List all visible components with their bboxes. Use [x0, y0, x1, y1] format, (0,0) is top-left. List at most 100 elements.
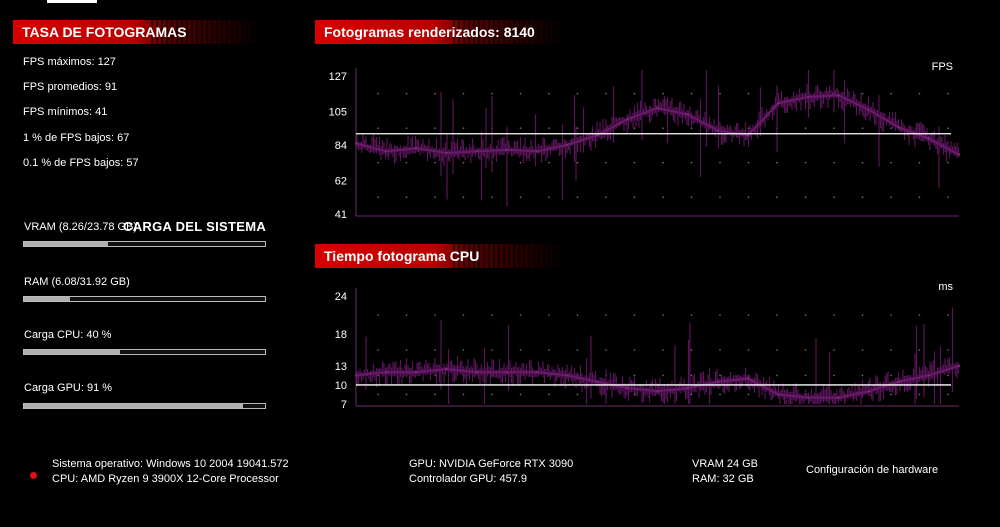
cpu-grid-dot	[576, 314, 579, 316]
hardware-config-button[interactable]: Configuración de hardware	[806, 464, 939, 476]
fps-ytick-label: 105	[329, 106, 347, 118]
fps-grid-dot	[548, 161, 550, 164]
cpu-load-bar	[23, 349, 266, 355]
fps-grid-dot	[633, 92, 636, 95]
vram-info: VRAM 24 GB	[692, 458, 759, 470]
fps-grid-dot	[434, 161, 436, 164]
fps-ytick-label: 84	[335, 140, 347, 152]
cpu-series-noise	[356, 307, 960, 404]
cpu-grid-dot	[861, 314, 864, 316]
fps-grid-dot	[491, 92, 493, 95]
fps-grid-dot	[776, 196, 778, 198]
cpu-grid-dot	[890, 349, 892, 351]
cpu-series-point	[746, 377, 750, 380]
fps-grid-dot	[947, 92, 949, 95]
fps-grid-dot	[576, 92, 579, 95]
fps-grid-dot	[947, 161, 949, 164]
fps-grid-dot	[605, 161, 607, 164]
vram-bar	[23, 241, 266, 247]
fps-series-point	[867, 108, 870, 111]
fps-grid-dot	[804, 127, 807, 129]
fps-grid-dot	[747, 127, 750, 129]
cpu-series-point	[837, 396, 840, 399]
fps-series-point	[656, 106, 659, 110]
fps-grid-dot	[719, 161, 721, 164]
fps-grid-dot	[662, 196, 664, 198]
cpu-grid-dot	[690, 374, 693, 377]
fps-grid-dot	[405, 161, 408, 164]
fps-grid-dot	[405, 196, 408, 198]
cpu-grid-dot	[548, 314, 550, 316]
fps-grid-dot	[405, 127, 408, 129]
fps-grid-dot	[776, 161, 778, 164]
cpu-grid-dot	[776, 349, 778, 351]
cpu-series-point	[384, 371, 388, 374]
cpu-grid-dot	[719, 314, 721, 316]
cpu-load-bar-fill	[24, 350, 121, 354]
fps-series-point	[686, 113, 689, 116]
fps-series-point	[505, 148, 508, 152]
cpu-grid-dot	[662, 349, 664, 351]
cpu-grid-dot	[776, 314, 778, 316]
cpu-series-point	[505, 371, 508, 374]
cpu-series-point	[354, 374, 358, 377]
fps-grid-dot	[576, 196, 579, 198]
cpu-grid-dot	[776, 374, 778, 377]
cpu-grid-dot	[519, 393, 522, 396]
cpu-grid-dot	[605, 314, 607, 316]
cpu-grid-dot	[519, 349, 522, 351]
cpu-series-point	[927, 374, 931, 377]
ram-info: RAM: 32 GB	[692, 473, 754, 485]
fps-grid-dot	[747, 196, 750, 198]
fps-series-point	[897, 126, 900, 129]
fps-grid-dot	[833, 196, 835, 198]
fps-grid-dot	[519, 161, 522, 164]
fps-grid-dot	[662, 161, 664, 164]
fps-grid-dot	[462, 127, 465, 129]
fps-grid-dot	[747, 161, 750, 164]
fps-grid-dot	[890, 196, 892, 198]
fps-series-point	[384, 150, 388, 153]
fps-grid-dot	[576, 127, 579, 129]
cpu-grid-dot	[947, 374, 949, 377]
cpu-grid-dot	[633, 374, 636, 377]
fps-grid-dot	[804, 161, 807, 164]
system-load-title: CARGA DEL SISTEMA	[123, 219, 267, 234]
cpu-series-point	[475, 371, 478, 374]
fps-grid-dot	[861, 127, 864, 129]
cpu-grid-dot	[890, 374, 892, 377]
fps-grid-dot	[633, 127, 636, 129]
gpu-load-label: Carga GPU: 91 %	[24, 382, 113, 394]
fps-grid-dot	[605, 196, 607, 198]
fps-series-point	[626, 118, 629, 121]
cpu-ytick-label: 7	[341, 399, 347, 411]
fps-chart-header: Fotogramas renderizados: 8140	[315, 20, 565, 44]
fps-grid-dot	[918, 196, 921, 198]
fps-01pct-low-stat: 0.1 % de FPS bajos: 57	[23, 157, 139, 169]
fps-series-point	[807, 95, 810, 99]
fps-1pct-low-stat: 1 % de FPS bajos: 67	[23, 132, 130, 144]
fps-ytick-label: 41	[335, 209, 347, 221]
fps-grid-dot	[861, 92, 864, 95]
fps-grid-dot	[690, 92, 693, 95]
cpu-grid-dot	[833, 314, 835, 316]
fps-grid-dot	[491, 196, 493, 198]
fps-grid-dot	[462, 161, 465, 164]
fps-series-point	[415, 147, 418, 150]
cpu-grid-dot	[605, 349, 607, 351]
cpu-grid-dot	[434, 349, 436, 351]
fps-grid-dot	[662, 92, 664, 95]
cpu-grid-dot	[747, 393, 750, 396]
cpu-grid-dot	[491, 349, 493, 351]
cpu-grid-dot	[947, 393, 949, 396]
os-info: Sistema operativo: Windows 10 2004 19041…	[52, 458, 289, 470]
fps-grid-dot	[519, 127, 522, 129]
cpu-grid-dot	[804, 349, 807, 351]
cpu-grid-dot	[377, 393, 379, 396]
fps-series-noise	[356, 70, 960, 207]
cpu-series-point	[626, 386, 629, 390]
fps-unit-label: FPS	[932, 62, 953, 73]
fps-grid-dot	[890, 161, 892, 164]
cpu-grid-dot	[719, 393, 721, 396]
cpu-grid-dot	[576, 393, 579, 396]
